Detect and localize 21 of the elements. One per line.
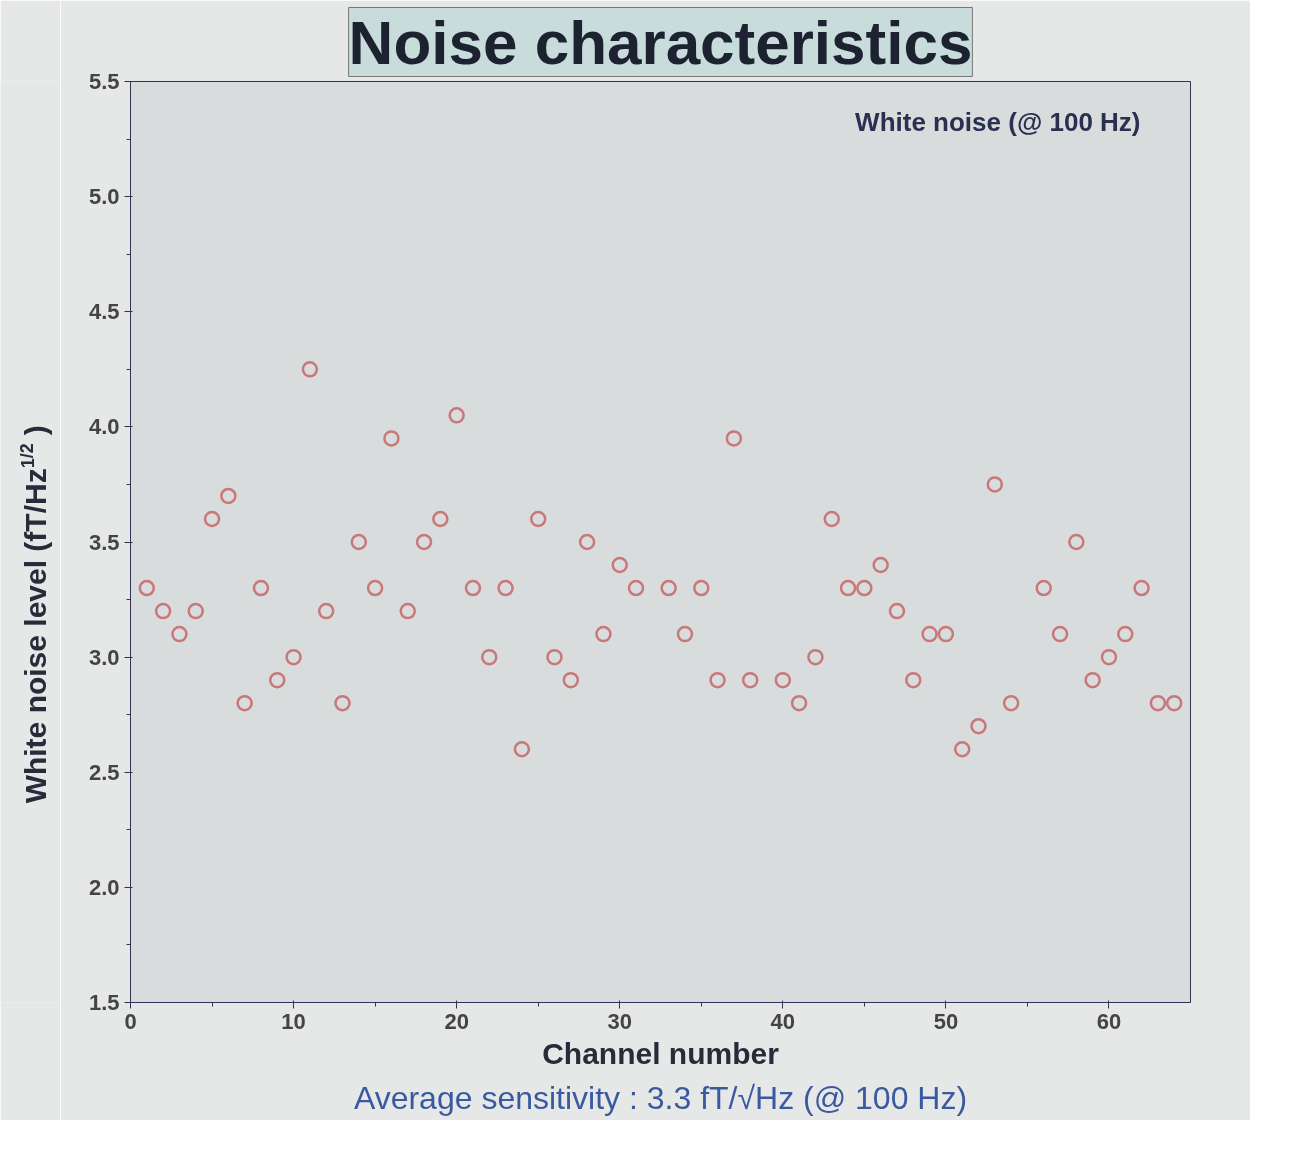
text: Average sensitivity : 3.3 fT/√Hz (@ 100 Hz) [353, 1079, 968, 1116]
y-tick-label: 4.0 [88, 414, 120, 440]
x-tick-label: 20 [444, 1008, 469, 1034]
y-tick-label: 5.0 [88, 184, 120, 210]
x-tick-label: 30 [607, 1008, 632, 1034]
y-tick-label: 5.5 [88, 69, 120, 94]
x-tick-label: 10 [281, 1008, 306, 1034]
y-tick-label: 2.0 [88, 874, 120, 900]
y-tick-label: 1.5 [88, 990, 120, 1015]
x-tick-label: 50 [933, 1008, 959, 1034]
y-tick-label: 3.0 [88, 644, 120, 670]
x-tick-label: 40 [770, 1008, 796, 1034]
y-tick-label: 4.5 [88, 299, 120, 325]
x-tick-label: 60 [1096, 1008, 1122, 1034]
x-tick-label: 0 [124, 1008, 137, 1034]
chart-title: Noise characteristics [348, 7, 973, 77]
y-tick-label: 3.5 [88, 529, 120, 555]
annotation: White noise (@ 100 Hz) [855, 106, 1141, 137]
y-axis-title: White noise level (fT/Hz1/2) [17, 425, 52, 804]
x-axis-title: Channel number [542, 1036, 780, 1070]
y-tick-label: 2.5 [88, 759, 120, 785]
